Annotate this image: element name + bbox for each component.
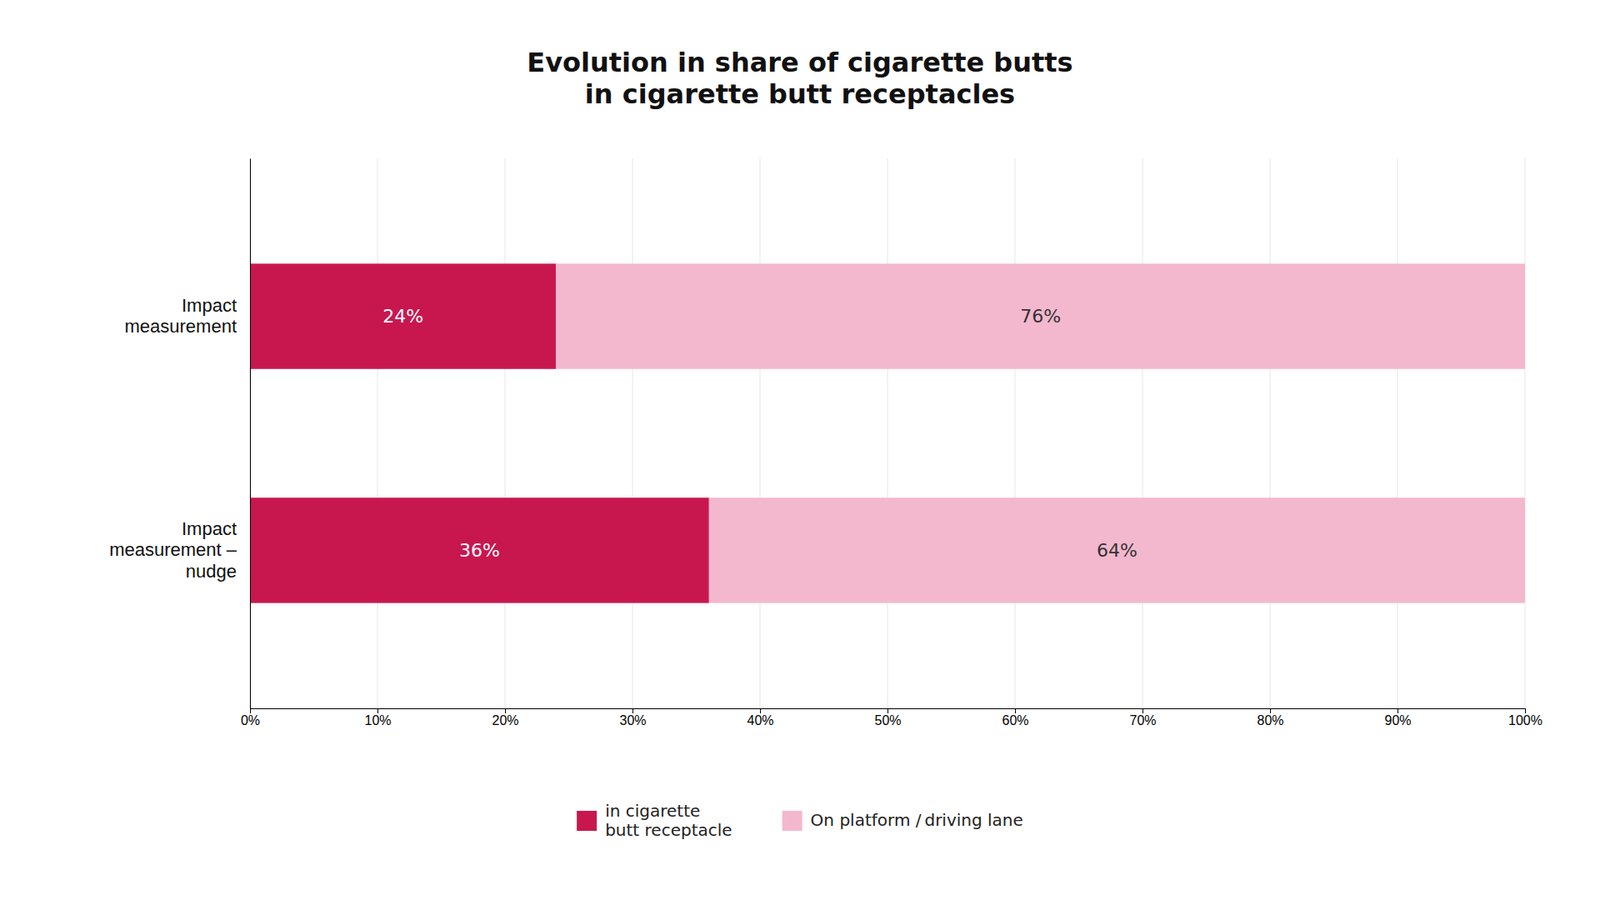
bars bbox=[250, 263, 1525, 603]
legend-label: On platform / driving lane bbox=[810, 810, 1024, 830]
tick-label: 70% bbox=[1129, 713, 1156, 728]
tick-label: 50% bbox=[874, 713, 901, 728]
text-line: measurement – bbox=[109, 539, 238, 560]
tick: 20% bbox=[491, 708, 519, 728]
tick: 50% bbox=[874, 708, 901, 728]
tick-mark bbox=[760, 708, 761, 714]
tick: 60% bbox=[1001, 708, 1029, 728]
chart: Evolution in share of cigarette buttsin … bbox=[0, 0, 1600, 900]
legend-label: in cigarettebutt receptacle bbox=[605, 800, 732, 840]
tick-label: Impactmeasurement –nudge bbox=[109, 518, 238, 582]
tick: Impactmeasurement –nudge bbox=[109, 518, 238, 582]
text-line: in cigarette bbox=[605, 800, 700, 821]
tick-label: 0% bbox=[240, 713, 260, 728]
tick: Impactmeasurement bbox=[124, 295, 237, 337]
tick-label: 20% bbox=[491, 713, 519, 728]
tick-label: 30% bbox=[619, 713, 646, 728]
axis-line bbox=[250, 709, 1526, 715]
grid-line bbox=[250, 158, 251, 709]
tick-mark bbox=[505, 708, 506, 714]
data-labels: 24% 36% 76% 64% bbox=[382, 305, 1138, 561]
grid-line bbox=[1142, 158, 1144, 709]
text-line: Evolution in share of cigarette butts bbox=[526, 46, 1073, 79]
title: Evolution in share of cigarette buttsin … bbox=[526, 46, 1073, 110]
legend-entry: in cigarettebutt receptacle bbox=[576, 800, 732, 840]
legend-swatch bbox=[576, 810, 597, 831]
tick-label: 10% bbox=[364, 713, 391, 728]
legend: in cigarettebutt receptacle On platform /… bbox=[576, 800, 1024, 840]
tick-mark bbox=[1397, 708, 1399, 714]
tick: 0% bbox=[240, 708, 260, 728]
tick: 40% bbox=[746, 708, 774, 728]
grid-line bbox=[1397, 158, 1399, 709]
grid bbox=[250, 158, 1525, 709]
bar bbox=[250, 263, 556, 369]
data-label: 64% bbox=[1096, 540, 1138, 561]
legend-entry: On platform / driving lane bbox=[782, 810, 1024, 831]
grid-line bbox=[1015, 158, 1016, 709]
tick-label: 100% bbox=[1508, 713, 1543, 728]
data-label: 24% bbox=[382, 305, 424, 327]
tick-label: 60% bbox=[1001, 713, 1029, 728]
tick-mark bbox=[1525, 708, 1526, 714]
grid-line bbox=[1270, 158, 1271, 709]
tick: 100% bbox=[1508, 708, 1543, 728]
bar bbox=[709, 497, 1525, 603]
tick: 80% bbox=[1256, 708, 1284, 728]
tick-mark bbox=[1015, 708, 1016, 714]
x-axis: 0% 10% 20% 30% 40% 50% 60% 70% 80% 90% 100% bbox=[240, 708, 1543, 728]
text-line: On platform / driving lane bbox=[810, 810, 1024, 830]
text-line: Impact bbox=[181, 518, 237, 540]
grid-line bbox=[377, 158, 379, 709]
tick-label: Impactmeasurement bbox=[124, 295, 237, 337]
tick-mark bbox=[632, 708, 634, 714]
text-line: measurement bbox=[124, 315, 237, 337]
grid-line bbox=[887, 158, 889, 709]
tick: 10% bbox=[364, 708, 391, 728]
grid-line bbox=[505, 158, 506, 709]
tick-mark bbox=[887, 708, 889, 714]
tick: 70% bbox=[1129, 708, 1156, 728]
tick-mark bbox=[1270, 708, 1271, 714]
bar bbox=[250, 497, 710, 603]
text-line: nudge bbox=[185, 560, 237, 582]
data-label: 76% bbox=[1020, 305, 1061, 327]
text-line: butt receptacle bbox=[605, 820, 732, 840]
bar bbox=[555, 263, 1525, 369]
grid-line bbox=[760, 158, 761, 709]
tick-mark bbox=[250, 708, 251, 714]
text-line: Impact bbox=[181, 295, 237, 316]
tick: 90% bbox=[1384, 708, 1411, 728]
grid-line bbox=[1525, 158, 1526, 709]
tick-label: 90% bbox=[1384, 713, 1411, 728]
tick-mark bbox=[1142, 708, 1144, 714]
tick-label: 40% bbox=[746, 713, 774, 728]
text-line: in cigarette butt receptacles bbox=[585, 78, 1015, 110]
tick: 30% bbox=[619, 708, 646, 728]
legend-swatch bbox=[782, 810, 803, 831]
tick-label: 80% bbox=[1256, 713, 1284, 728]
y-axis: ImpactmeasurementImpactmeasurement –nudg… bbox=[109, 159, 250, 710]
plot: 24% 36% 76% 64% 0% 10% 20% 30% 40% 50% 60% 70% 80% 90… bbox=[109, 158, 1543, 728]
grid-line bbox=[632, 158, 634, 709]
data-label: 36% bbox=[459, 540, 500, 561]
axis-line bbox=[250, 159, 251, 710]
tick-mark bbox=[377, 708, 379, 714]
